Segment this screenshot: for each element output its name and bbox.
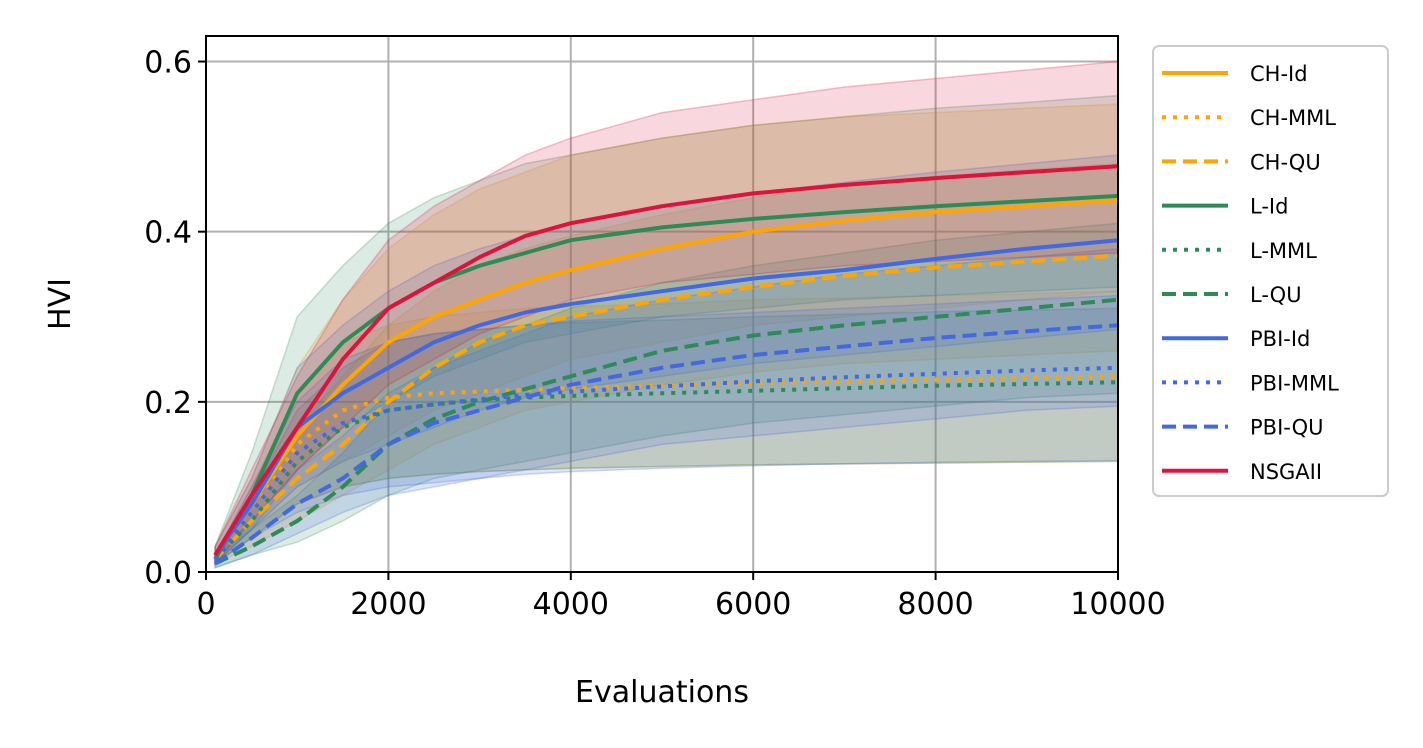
line-pbi-id bbox=[213, 238, 1119, 557]
x-tick-label: 8000 bbox=[897, 587, 973, 622]
line-nsgaii bbox=[213, 164, 1119, 557]
line-l-mml bbox=[213, 380, 1119, 561]
legend-box bbox=[1152, 45, 1389, 497]
x-tick-label: 2000 bbox=[350, 587, 426, 622]
line-l-id bbox=[213, 193, 1119, 561]
legend-label-pbi-mml: PBI-MML bbox=[1250, 371, 1339, 395]
legend-label-nsgaii: NSGAII bbox=[1250, 460, 1322, 484]
axis-ticks bbox=[198, 60, 1119, 580]
legend-label-ch-id: CH-Id bbox=[1250, 62, 1308, 86]
y-tick-label: 0.6 bbox=[144, 46, 192, 81]
y-axis-title: HVI bbox=[43, 278, 78, 330]
line-ch-id bbox=[213, 198, 1119, 557]
plot-background bbox=[206, 36, 1118, 572]
y-tick-label: 0.2 bbox=[144, 386, 192, 421]
x-tick-label: 4000 bbox=[533, 587, 609, 622]
line-ch-mml bbox=[213, 374, 1119, 561]
line-l-qu bbox=[214, 297, 1119, 566]
x-tick-label: 0 bbox=[196, 587, 215, 622]
x-tick-label: 6000 bbox=[715, 587, 791, 622]
legend-label-l-qu: L-QU bbox=[1250, 283, 1302, 307]
legend: CH-Id CH-MML CH-QU L-Id L-MML L-QU PBI-Id PBI-M… bbox=[1152, 45, 1389, 497]
legend-label-l-id: L-Id bbox=[1250, 195, 1288, 219]
legend-label-pbi-id: PBI-Id bbox=[1250, 327, 1310, 351]
plot-frame bbox=[205, 35, 1119, 573]
line-ch-qu bbox=[213, 253, 1119, 561]
line-pbi-qu bbox=[213, 323, 1119, 566]
legend-label-ch-mml: CH-MML bbox=[1250, 106, 1336, 130]
legend-label-pbi-qu: PBI-QU bbox=[1250, 416, 1324, 440]
legend-label-ch-qu: CH-QU bbox=[1250, 150, 1321, 174]
axis-tick-labels: 0 2000 4000 6000 8000 10000 0.0 0.2 0.4 0.6 bbox=[144, 46, 1165, 622]
y-tick-label: 0.4 bbox=[144, 216, 192, 251]
y-tick-label: 0.0 bbox=[144, 556, 192, 591]
series-lines bbox=[213, 164, 1119, 566]
x-tick-label: 10000 bbox=[1070, 587, 1165, 622]
x-axis-title: Evaluations bbox=[575, 675, 749, 710]
legend-label-l-mml: L-MML bbox=[1250, 239, 1317, 263]
